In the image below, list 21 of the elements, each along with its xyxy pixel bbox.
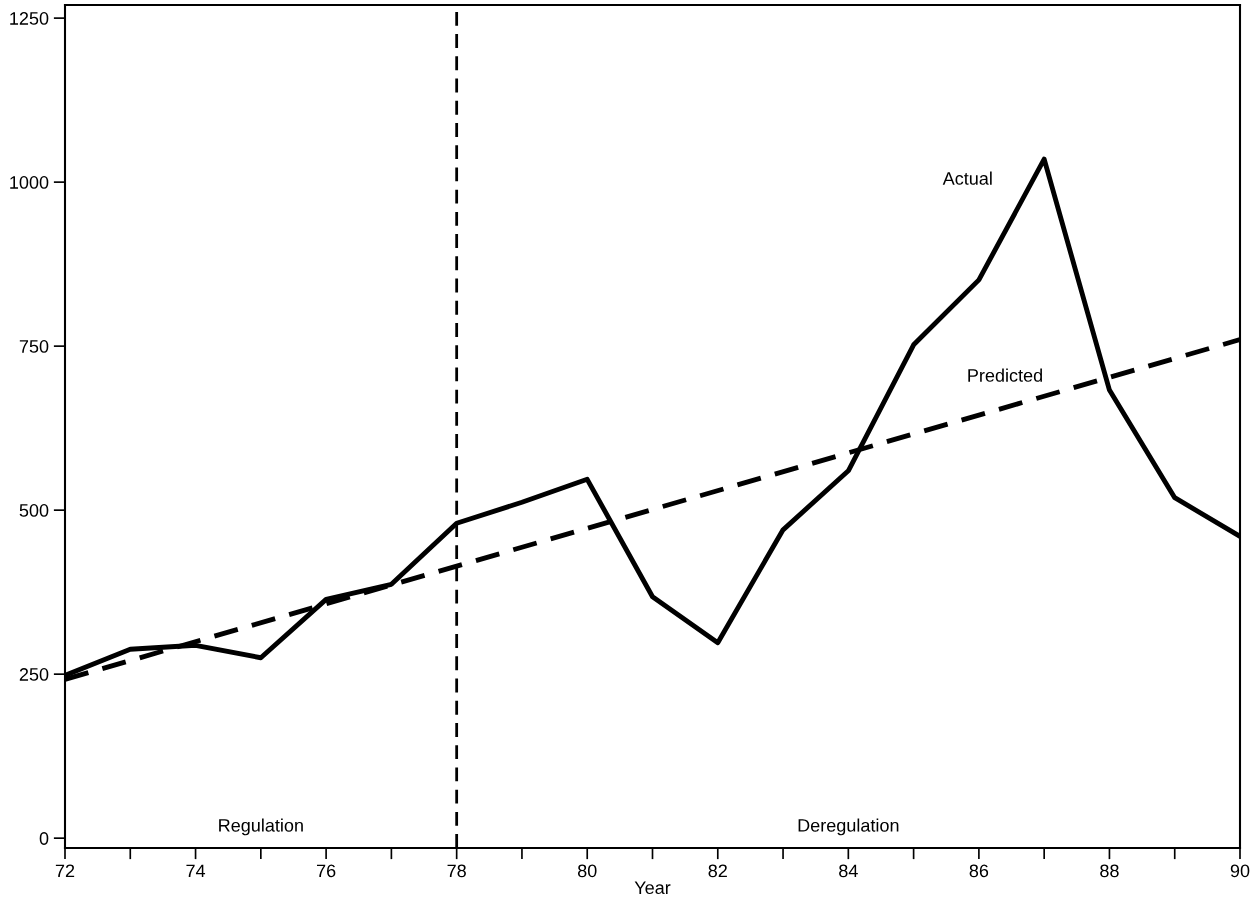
y-tick-label: 1250 [10, 12, 49, 25]
series-label: Actual [942, 171, 992, 185]
annotation: Regulation [219, 818, 303, 836]
y-tick-label: 1000 [10, 176, 49, 189]
x-tick-label: 78 [447, 864, 466, 878]
x-tick-label: 82 [708, 864, 727, 878]
x-tick-label: 74 [186, 864, 206, 878]
x-tick-label: 76 [317, 864, 336, 878]
x-axis-title: Year [634, 881, 671, 895]
y-tick-label: 500 [19, 504, 49, 517]
x-tick-label: 88 [1100, 864, 1119, 878]
x-tick-label: 86 [969, 864, 989, 878]
y-tick-label: 750 [19, 340, 49, 353]
x-tick-label: 90 [1230, 864, 1250, 878]
annotation: Deregulation [798, 818, 899, 836]
x-tick-label: 72 [55, 864, 75, 878]
x-tick-label: 84 [839, 864, 858, 878]
y-tick-label: 250 [19, 668, 49, 681]
x-tick-label: 80 [577, 864, 597, 878]
series-label: Predicted [968, 368, 1042, 382]
y-tick-label: 0 [39, 832, 49, 845]
